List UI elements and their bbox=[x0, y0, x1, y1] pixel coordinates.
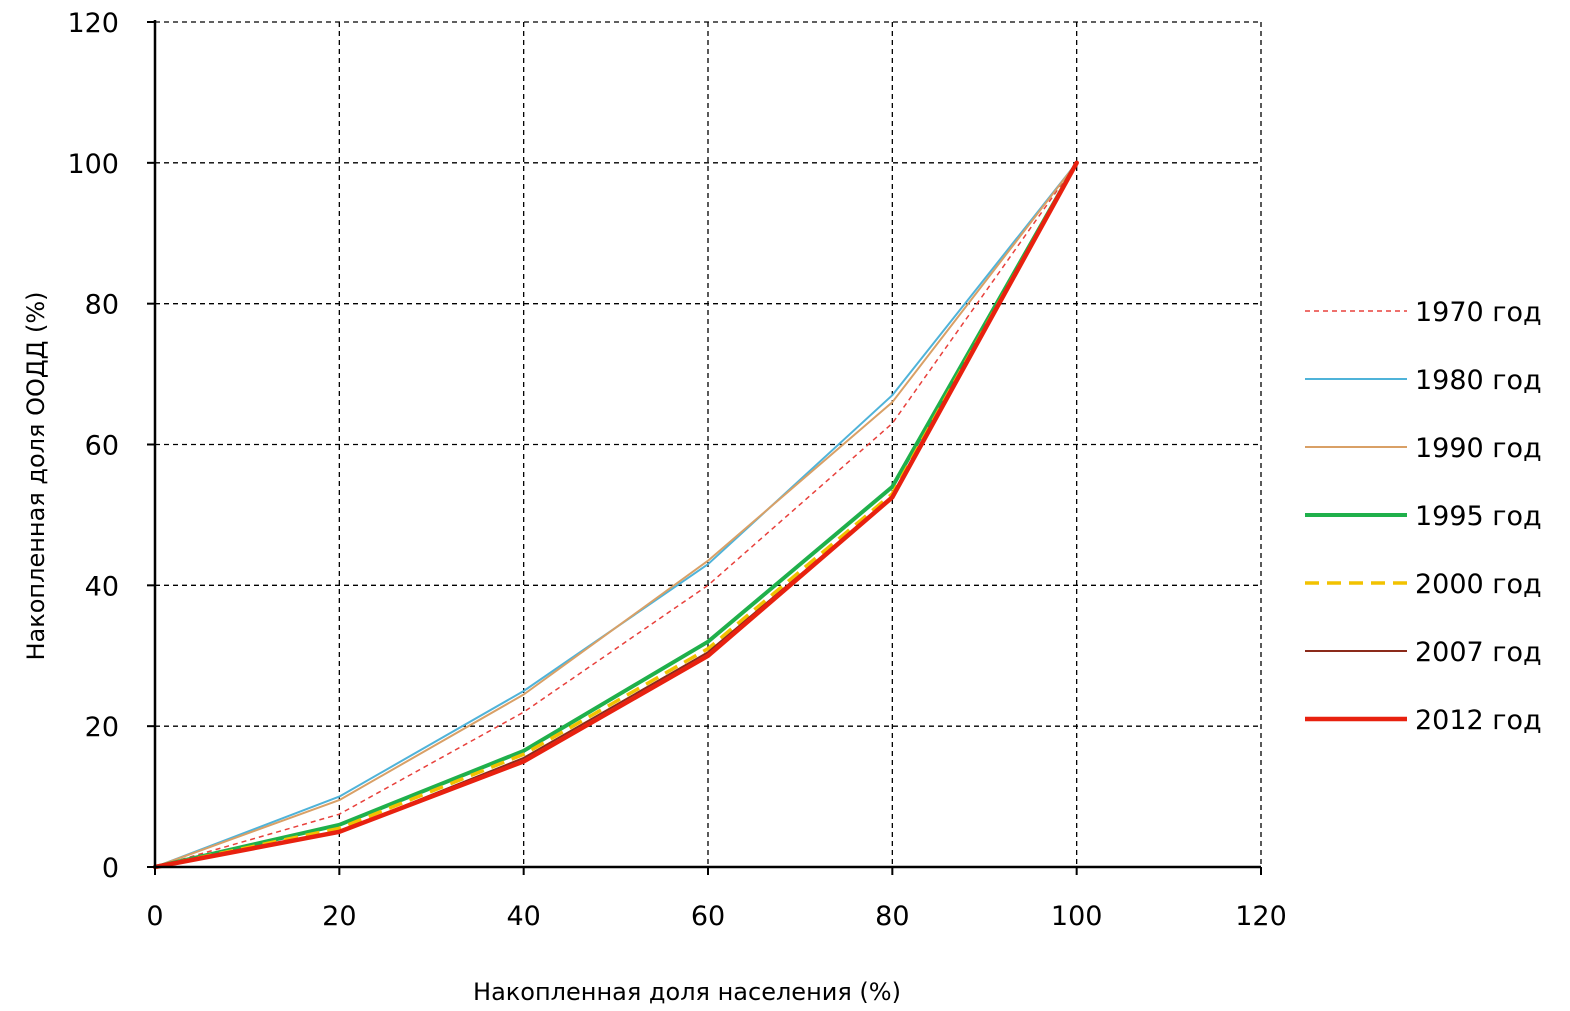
y-tick-label: 120 bbox=[67, 8, 119, 39]
tick-labels: 0 20 40 60 80 100 120 0 20 40 60 80 100 120 bbox=[67, 8, 1286, 932]
y-axis-label: Накопленная доля ООДД (%) bbox=[22, 291, 50, 660]
y-tick-label: 100 bbox=[67, 149, 119, 180]
series-line-2012-год bbox=[152, 160, 1079, 870]
series-6 bbox=[152, 160, 1079, 870]
series-layer bbox=[152, 160, 1079, 870]
legend-item: 1995 год bbox=[1305, 501, 1542, 532]
series-line-1970-год bbox=[154, 162, 1078, 868]
x-tick-label: 80 bbox=[875, 901, 909, 932]
legend-item: 1970 год bbox=[1305, 297, 1542, 328]
y-tick-label: 0 bbox=[102, 853, 119, 884]
y-tick-label: 60 bbox=[85, 431, 119, 462]
series-3 bbox=[153, 160, 1079, 869]
legend-label: 1980 год bbox=[1415, 365, 1542, 396]
series-5 bbox=[154, 161, 1078, 868]
legend-label: 1990 год bbox=[1415, 433, 1542, 464]
legend-item: 2012 год bbox=[1305, 705, 1542, 736]
series-line-2000-год bbox=[154, 161, 1079, 869]
x-tick-label: 40 bbox=[506, 901, 540, 932]
x-tick-label: 100 bbox=[1051, 901, 1103, 932]
x-tick-label: 0 bbox=[146, 901, 163, 932]
series-line-1980-год bbox=[154, 161, 1078, 868]
legend-label: 1970 год bbox=[1415, 297, 1542, 328]
x-axis-label: Накопленная доля населения (%) bbox=[473, 978, 901, 1006]
legend-label: 2012 год bbox=[1415, 705, 1542, 736]
legend-item: 2007 год bbox=[1305, 637, 1542, 668]
series-line-1990-год bbox=[154, 161, 1078, 868]
series-4 bbox=[154, 161, 1079, 869]
legend-label: 1995 год bbox=[1415, 501, 1542, 532]
legend: 1970 год 1980 год 1990 год 1995 год 2000 год… bbox=[1305, 297, 1542, 736]
x-tick-label: 60 bbox=[691, 901, 725, 932]
legend-item: 1980 год bbox=[1305, 365, 1542, 396]
legend-label: 2007 год bbox=[1415, 637, 1542, 668]
y-tick-label: 20 bbox=[85, 712, 119, 743]
axes bbox=[147, 20, 1262, 875]
legend-item: 2000 год bbox=[1305, 569, 1542, 600]
series-1 bbox=[154, 161, 1078, 868]
grid bbox=[155, 21, 1262, 867]
series-0 bbox=[154, 162, 1078, 868]
series-2 bbox=[154, 161, 1078, 868]
x-tick-label: 20 bbox=[322, 901, 356, 932]
legend-item: 1990 год bbox=[1305, 433, 1542, 464]
legend-label: 2000 год bbox=[1415, 569, 1542, 600]
series-line-1995-год bbox=[153, 160, 1079, 869]
y-tick-label: 40 bbox=[85, 571, 119, 602]
x-tick-label: 120 bbox=[1235, 901, 1287, 932]
y-tick-label: 80 bbox=[85, 290, 119, 321]
series-line-2007-год bbox=[154, 161, 1078, 868]
